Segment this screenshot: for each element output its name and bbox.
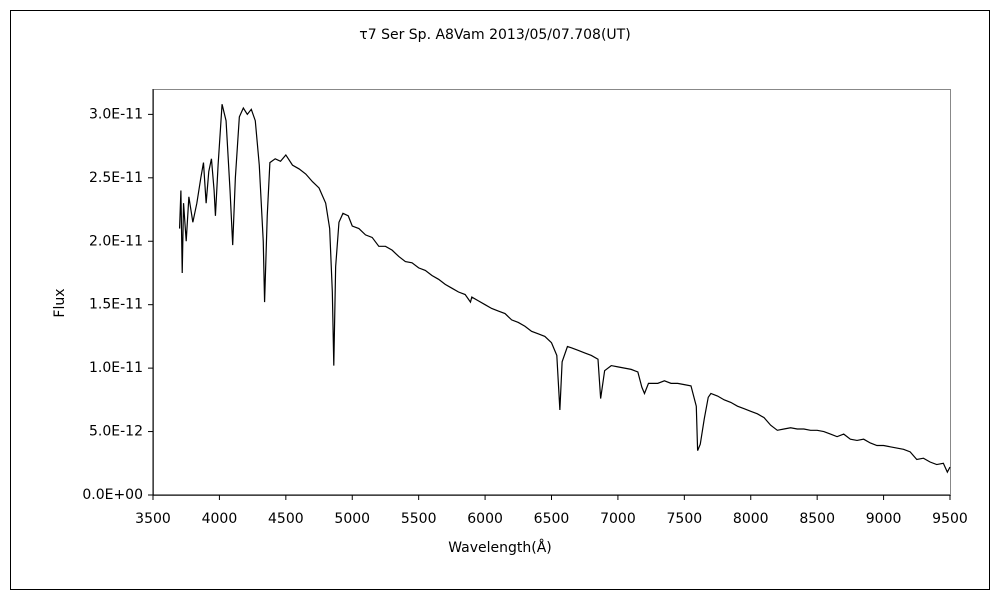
y-axis-label: Flux <box>52 288 68 317</box>
x-tick-label: 9500 <box>932 511 968 527</box>
chart-title: τ7 Ser Sp. A8Vam 2013/05/07.708(UT) <box>359 27 630 43</box>
y-tick-label: 5.0E-12 <box>89 424 143 440</box>
x-tick-label: 8000 <box>733 511 769 527</box>
x-tick-label: 7500 <box>667 511 703 527</box>
x-tick-label: 7000 <box>600 511 636 527</box>
x-tick-label: 9000 <box>866 511 902 527</box>
x-tick-label: 6500 <box>534 511 570 527</box>
y-tick-label: 0.0E+00 <box>82 487 143 503</box>
y-tick-label: 3.0E-11 <box>89 106 143 122</box>
x-axis-label: Wavelength(Å) <box>448 539 552 556</box>
x-tick-label: 4000 <box>202 511 238 527</box>
x-tick-label: 8500 <box>799 511 835 527</box>
y-tick-label: 1.5E-11 <box>89 297 143 313</box>
x-tick-label: 5500 <box>401 511 437 527</box>
spectrum-line <box>178 104 951 474</box>
y-tick-label: 2.0E-11 <box>89 233 143 249</box>
x-tick-label: 3500 <box>135 511 171 527</box>
x-tick-label: 4500 <box>268 511 304 527</box>
chart-border <box>10 10 990 590</box>
x-tick-label: 5000 <box>334 511 370 527</box>
y-tick-label: 2.5E-11 <box>89 170 143 186</box>
x-tick-label: 6000 <box>467 511 503 527</box>
y-tick-label: 1.0E-11 <box>89 360 143 376</box>
